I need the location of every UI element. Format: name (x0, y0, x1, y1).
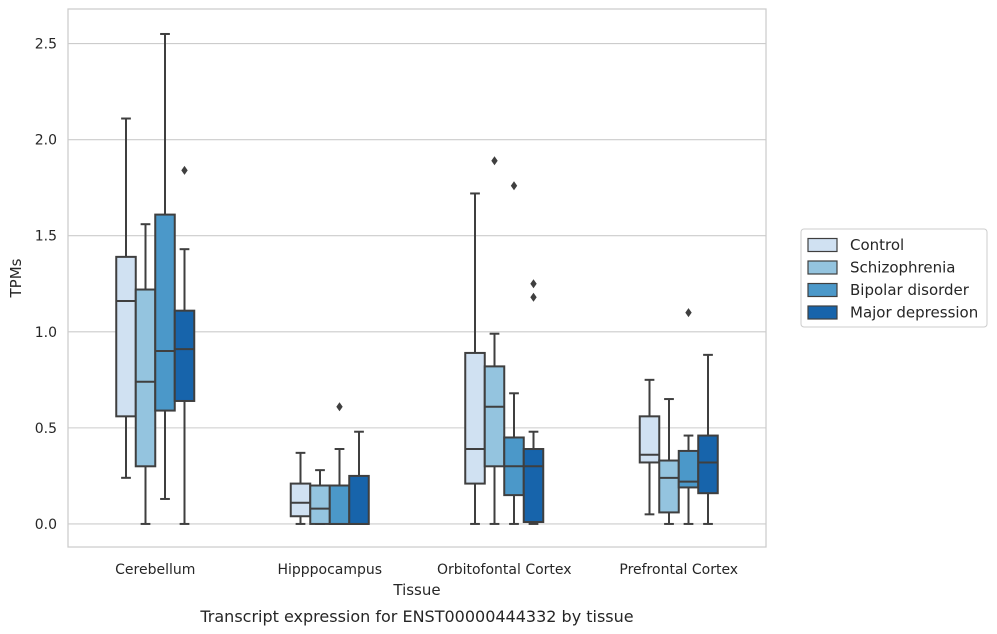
x-tick-label: Cerebellum (115, 562, 195, 578)
y-tick-label: 1.0 (35, 325, 57, 341)
box-body (328, 484, 351, 525)
legend-entry: Schizophrenia (807, 259, 955, 277)
box-body (134, 288, 157, 468)
box (658, 398, 680, 525)
box (328, 402, 351, 525)
legend-label: Control (850, 236, 904, 254)
box-body (658, 459, 680, 514)
box (309, 469, 331, 525)
box-body (348, 474, 370, 525)
outlier-point (530, 279, 537, 289)
box (483, 156, 506, 525)
legend-frame (800, 228, 988, 328)
x-axis-ticks: Cerebellum Hipppocampus Orbitofontal Corte… (115, 562, 738, 578)
box (289, 451, 312, 525)
legend-entry: Control (807, 236, 904, 254)
x-tick-label: Prefrontal Cortex (619, 562, 738, 578)
box-group (115, 32, 196, 525)
box-body (483, 365, 506, 468)
legend-entry: Major depression (807, 304, 978, 322)
box (503, 181, 525, 525)
outlier-point (181, 165, 188, 175)
outlier-point (510, 181, 518, 191)
y-axis-label: TPMs (7, 258, 25, 298)
box-groups (115, 32, 719, 525)
outlier-point (530, 292, 537, 302)
box-group (464, 156, 545, 525)
box-body (638, 415, 661, 464)
legend: Control Schizophrenia Bipolar disorder Majo… (800, 228, 988, 328)
box-body (173, 309, 196, 402)
legend-entry: Bipolar disorder (807, 281, 970, 299)
box (173, 165, 196, 525)
box (348, 430, 370, 525)
legend-swatch (807, 260, 838, 275)
legend-swatch (807, 237, 838, 253)
box-body (464, 351, 486, 485)
box-group (289, 402, 370, 525)
x-tick-label: Hipppocampus (277, 562, 382, 578)
legend-label: Schizophrenia (850, 259, 955, 277)
y-tick-label: 2.5 (35, 37, 57, 53)
y-tick-label: 0.0 (35, 517, 57, 533)
box-group (638, 308, 719, 525)
y-tick-label: 0.5 (35, 421, 57, 437)
box (677, 308, 700, 525)
y-tick-label: 1.5 (35, 229, 57, 245)
y-tick-label: 2.0 (35, 133, 57, 149)
box (697, 353, 719, 525)
outlier-point (685, 308, 692, 318)
chart-caption: Transcript expression for ENST0000044433… (199, 607, 633, 626)
legend-swatch (807, 305, 838, 320)
x-tick-label: Orbitofontal Cortex (437, 562, 572, 578)
box-body (154, 213, 176, 412)
legend-label: Bipolar disorder (850, 281, 970, 299)
box-body (697, 434, 719, 495)
x-axis-label: Tissue (392, 581, 440, 599)
box (522, 279, 545, 525)
box (464, 192, 486, 525)
box (638, 378, 661, 516)
legend-label: Major depression (850, 304, 978, 322)
legend-swatch (807, 282, 838, 298)
box-body (115, 255, 137, 418)
box-body (522, 448, 545, 524)
legend-entries: Control Schizophrenia Bipolar disorder Majo… (807, 236, 978, 322)
y-axis-ticks: 0.0 0.5 1.0 1.5 2.0 2.5 (35, 37, 57, 533)
outlier-point (336, 402, 343, 412)
box-body (289, 482, 312, 518)
outlier-point (491, 156, 498, 166)
box-body (309, 484, 331, 525)
